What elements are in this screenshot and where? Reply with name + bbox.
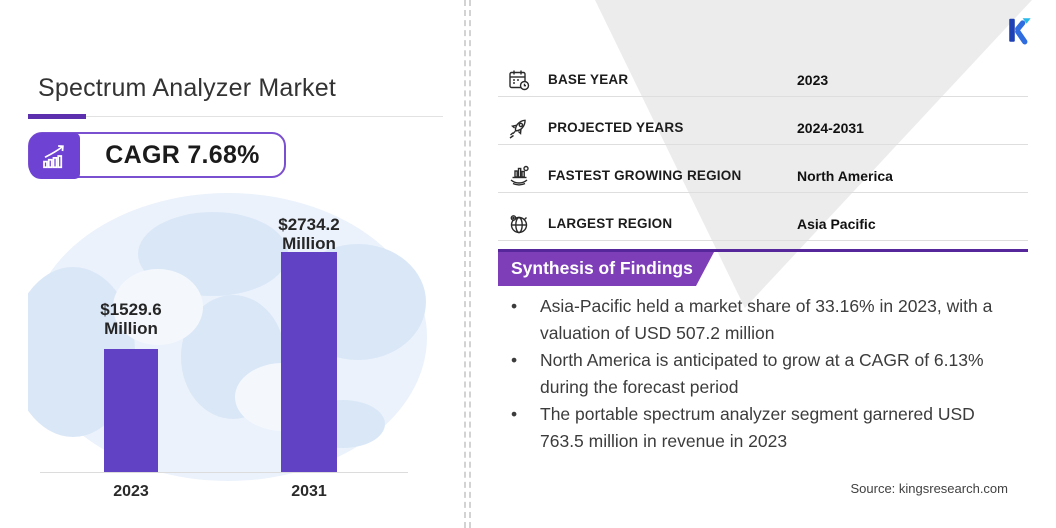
bar-value-label-2023: $1529.6 Million bbox=[60, 300, 202, 338]
bar-value-label-2031: $2734.2 Million bbox=[238, 215, 380, 253]
calendar-icon bbox=[509, 70, 530, 91]
growth-chart-icon bbox=[510, 165, 529, 186]
bar-value-unit: Million bbox=[104, 319, 158, 338]
x-axis-line bbox=[40, 472, 408, 473]
row-separator bbox=[498, 144, 1028, 145]
bar-value-amount: $2734.2 bbox=[278, 215, 340, 234]
row-separator bbox=[498, 240, 1028, 241]
fact-label: BASE YEAR bbox=[548, 72, 629, 87]
fact-row-largest-region: LARGEST REGION Asia Pacific bbox=[500, 200, 1028, 248]
findings-top-rule bbox=[498, 249, 1028, 252]
findings-banner: Synthesis of Findings bbox=[498, 252, 714, 286]
cagr-badge: CAGR 7.68% bbox=[28, 132, 286, 179]
bar-value-unit: Million bbox=[282, 234, 336, 253]
growth-arrow-icon bbox=[29, 133, 80, 179]
finding-item: The portable spectrum analyzer segment g… bbox=[498, 401, 1020, 454]
row-separator bbox=[498, 192, 1028, 193]
globe-icon bbox=[510, 215, 528, 234]
bar-2031 bbox=[281, 252, 337, 472]
x-tick-2023: 2023 bbox=[113, 483, 149, 500]
source-attribution: Source: kingsresearch.com bbox=[850, 481, 1008, 496]
dashed-divider-left bbox=[464, 0, 466, 528]
fact-value: North America bbox=[797, 168, 893, 184]
x-tick-2031: 2031 bbox=[291, 483, 327, 500]
fact-row-fastest-growing-region: FASTEST GROWING REGION North America bbox=[500, 152, 1028, 200]
kings-research-logo bbox=[1009, 18, 1031, 45]
finding-item: North America is anticipated to grow at … bbox=[498, 347, 1020, 400]
title-accent-bar bbox=[28, 114, 86, 119]
rocket-icon bbox=[509, 119, 526, 139]
fact-label: LARGEST REGION bbox=[548, 216, 673, 231]
fact-value: 2023 bbox=[797, 72, 829, 88]
fact-label: PROJECTED YEARS bbox=[548, 120, 684, 135]
bar-value-amount: $1529.6 bbox=[100, 300, 162, 319]
dashed-divider-right bbox=[469, 0, 471, 528]
title-underline bbox=[28, 116, 443, 117]
finding-item: Asia-Pacific held a market share of 33.1… bbox=[498, 293, 1020, 346]
findings-list: Asia-Pacific held a market share of 33.1… bbox=[498, 293, 1020, 455]
fact-value: Asia Pacific bbox=[797, 216, 876, 232]
fact-row-projected-years: PROJECTED YEARS 2024-2031 bbox=[500, 104, 1028, 152]
fact-label: FASTEST GROWING REGION bbox=[548, 168, 742, 183]
fact-row-base-year: BASE YEAR 2023 bbox=[500, 56, 1028, 104]
bar-2023 bbox=[104, 349, 158, 472]
page-title: Spectrum Analyzer Market bbox=[38, 74, 336, 102]
cagr-value: CAGR 7.68% bbox=[105, 140, 260, 169]
findings-heading: Synthesis of Findings bbox=[511, 258, 693, 278]
fact-value: 2024-2031 bbox=[797, 120, 864, 136]
row-separator bbox=[498, 96, 1028, 97]
